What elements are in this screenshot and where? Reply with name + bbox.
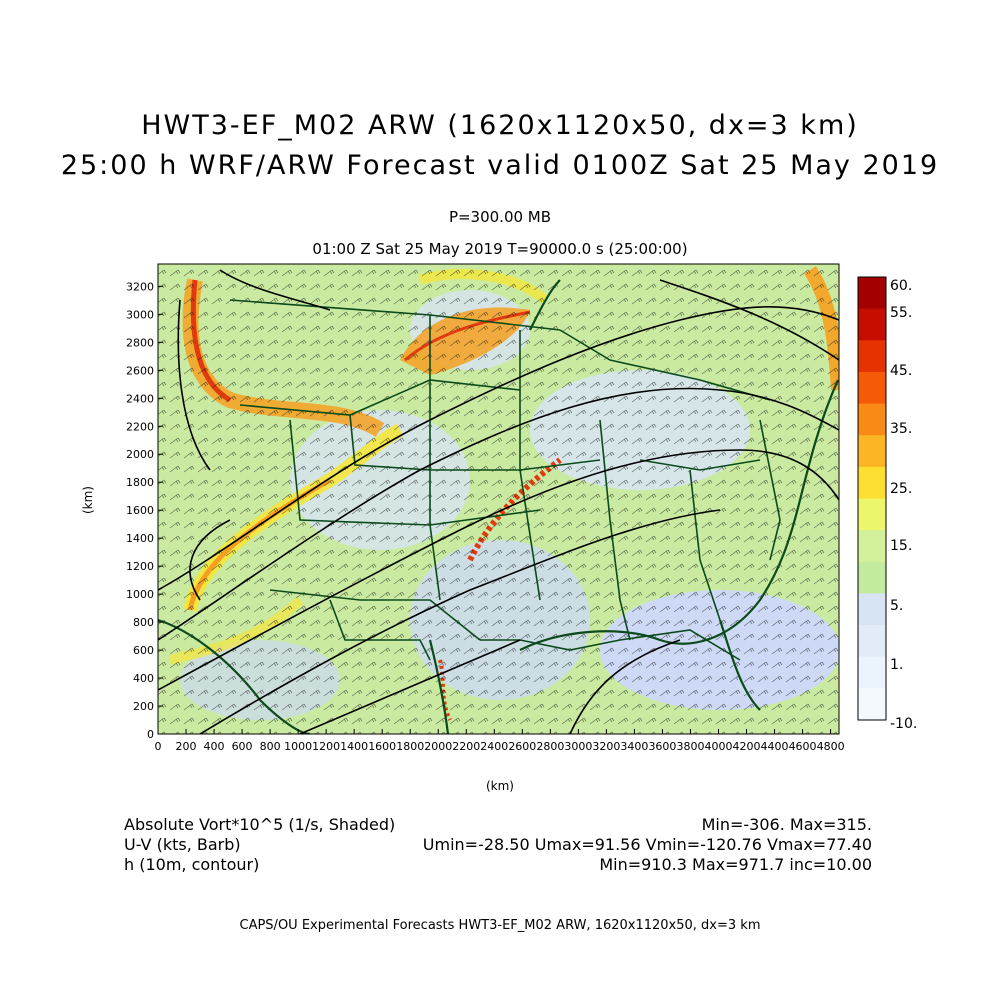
colorbar: 60. 55. 45. 35. 25. 15. 5. 1. -10. bbox=[857, 276, 917, 732]
colorbar-segment bbox=[858, 688, 886, 721]
shaded-field-name: Absolute Vort*10^5 (1/s, Shaded) bbox=[124, 815, 396, 834]
colorbar-segment bbox=[858, 593, 886, 626]
contour-field-stats: Min=910.3 Max=971.7 inc=10.00 bbox=[599, 855, 872, 874]
y-tick-label: 3200 bbox=[126, 280, 154, 293]
x-tick-label: 1800 bbox=[396, 740, 424, 753]
x-tick-label: 600 bbox=[232, 740, 253, 753]
colorbar-segment bbox=[858, 340, 886, 373]
y-tick-label: 200 bbox=[133, 700, 154, 713]
x-tick-label: 4400 bbox=[761, 740, 789, 753]
colorbar-segment bbox=[858, 656, 886, 689]
x-tick-label: 2600 bbox=[508, 740, 536, 753]
colorbar-label: 15. bbox=[890, 538, 912, 554]
colorbar-label: -10. bbox=[890, 716, 917, 732]
colorbar-segment bbox=[858, 466, 886, 499]
x-tick-label: 3200 bbox=[592, 740, 620, 753]
y-tick-label: 1800 bbox=[126, 476, 154, 489]
x-tick-label: 2400 bbox=[480, 740, 508, 753]
colorbar-label: 55. bbox=[890, 305, 912, 321]
x-tick-label: 4800 bbox=[817, 740, 845, 753]
x-tick-label: 200 bbox=[176, 740, 197, 753]
colorbar-label: 35. bbox=[890, 421, 912, 437]
x-axis-label: (km) bbox=[486, 779, 514, 793]
x-tick-label: 400 bbox=[204, 740, 225, 753]
y-tick-label: 400 bbox=[133, 672, 154, 685]
chart-title-line1: HWT3-EF_M02 ARW (1620x1120x50, dx=3 km) bbox=[141, 110, 859, 141]
colorbar-label: 45. bbox=[890, 363, 912, 379]
y-tick-label: 2200 bbox=[126, 420, 154, 433]
y-tick-label: 3000 bbox=[126, 308, 154, 321]
y-tick-label: 2400 bbox=[126, 392, 154, 405]
colorbar-segment bbox=[858, 403, 886, 436]
wind-barbs bbox=[158, 264, 839, 734]
x-tick-label: 2000 bbox=[424, 740, 452, 753]
shaded-field-stats: Min=-306. Max=315. bbox=[701, 815, 872, 834]
barb-field-stats: Umin=-28.50 Umax=91.56 Vmin=-120.76 Vmax… bbox=[422, 835, 872, 854]
barb-field-name: U-V (kts, Barb) bbox=[124, 835, 241, 854]
x-tick-label: 1000 bbox=[284, 740, 312, 753]
y-tick-label: 1200 bbox=[126, 560, 154, 573]
colorbar-segment bbox=[858, 625, 886, 658]
coastlines bbox=[158, 279, 839, 734]
y-tick-label: 2800 bbox=[126, 336, 154, 349]
x-tick-label: 4000 bbox=[704, 740, 732, 753]
chart-title-line2: 25:00 h WRF/ARW Forecast valid 0100Z Sat… bbox=[60, 150, 940, 181]
height-contours bbox=[158, 269, 839, 734]
colorbar-segment bbox=[858, 435, 886, 468]
pressure-level: P=300.00 MB bbox=[448, 208, 552, 226]
y-tick-label: 800 bbox=[133, 616, 154, 629]
x-tick-label: 1600 bbox=[368, 740, 396, 753]
y-tick-label: 1600 bbox=[126, 504, 154, 517]
y-tick-label: 1400 bbox=[126, 532, 154, 545]
x-tick-label: 3800 bbox=[676, 740, 704, 753]
colorbar-label: 1. bbox=[890, 657, 903, 673]
x-tick-label: 2800 bbox=[536, 740, 564, 753]
contour-field-name: h (10m, contour) bbox=[124, 855, 260, 874]
y-tick-label: 600 bbox=[133, 644, 154, 657]
x-tick-label: 3400 bbox=[620, 740, 648, 753]
valid-time-line: 01:00 Z Sat 25 May 2019 T=90000.0 s (25:… bbox=[312, 240, 688, 258]
x-tick-label: 1200 bbox=[312, 740, 340, 753]
colorbar-label: 60. bbox=[890, 278, 912, 294]
x-tick-label: 1400 bbox=[340, 740, 368, 753]
colorbar-frame bbox=[857, 276, 887, 721]
footer-credit: CAPS/OU Experimental Forecasts HWT3-EF_M… bbox=[239, 918, 761, 933]
colorbar-segment bbox=[858, 498, 886, 531]
plot-frame bbox=[157, 263, 840, 735]
x-axis: 0 200 400 600 800 1000 1200 1400 1600 1800 2000 220… bbox=[155, 729, 845, 753]
x-tick-label: 800 bbox=[260, 740, 281, 753]
x-tick-label: 3600 bbox=[648, 740, 676, 753]
y-tick-label: 0 bbox=[147, 728, 154, 741]
colorbar-segment bbox=[858, 277, 886, 310]
y-axis-label: (km) bbox=[81, 486, 95, 514]
colorbar-segment bbox=[858, 308, 886, 341]
map-field bbox=[158, 264, 839, 734]
colorbar-label: 5. bbox=[890, 598, 903, 614]
x-tick-label: 4200 bbox=[733, 740, 761, 753]
x-tick-label: 4600 bbox=[789, 740, 817, 753]
colorbar-segment bbox=[858, 371, 886, 405]
y-tick-label: 1000 bbox=[126, 588, 154, 601]
colorbar-label: 25. bbox=[890, 481, 912, 497]
x-tick-label: 3000 bbox=[564, 740, 592, 753]
y-tick-label: 2000 bbox=[126, 448, 154, 461]
x-tick-label: 0 bbox=[155, 740, 162, 753]
colorbar-segment bbox=[858, 561, 886, 594]
colorbar-segment bbox=[858, 530, 886, 563]
y-axis: 0 200 400 600 800 1000 1200 1400 1600 1800 2000 220… bbox=[126, 280, 163, 741]
y-tick-label: 2600 bbox=[126, 364, 154, 377]
x-tick-label: 2200 bbox=[452, 740, 480, 753]
